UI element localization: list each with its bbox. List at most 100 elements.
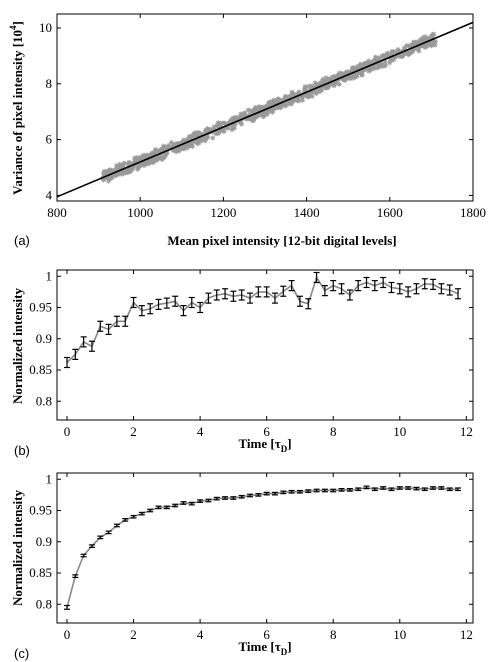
- scatter-point: [325, 82, 331, 88]
- scatter-point: [224, 123, 230, 129]
- panel-c-errorbar: [388, 487, 395, 492]
- scatter-point: [400, 53, 406, 59]
- scatter-point: [242, 113, 248, 119]
- panel-a-ticks: 800 1000 1200 1400 1600 1800 4 6 8 10: [39, 14, 486, 220]
- panel-b-errorbar: [313, 271, 320, 284]
- scatter-point: [207, 127, 213, 133]
- scatter-point: [388, 57, 394, 63]
- scatter-point: [127, 166, 133, 172]
- panel-c-ytick-label: 0.9: [36, 534, 52, 549]
- scatter-point: [148, 159, 154, 165]
- scatter-point: [277, 103, 283, 109]
- panel-b-errorbar: [388, 281, 395, 294]
- panel-c-errorbar: [271, 491, 278, 496]
- scatter-point: [351, 74, 357, 80]
- scatter-point: [195, 138, 201, 144]
- panel-c-xtick-label: 10: [393, 627, 406, 642]
- panel-c-xtick-label: 4: [197, 627, 204, 642]
- panel-b-errorbar: [263, 286, 270, 298]
- scatter-point: [317, 86, 323, 92]
- scatter-point: [262, 104, 268, 110]
- panel-b-errorbar: [230, 290, 237, 302]
- scatter-point: [401, 46, 407, 52]
- panel-a-xtick-label: 800: [47, 205, 67, 220]
- scatter-point: [141, 153, 147, 159]
- scatter-point: [329, 74, 335, 80]
- scatter-point: [138, 155, 144, 161]
- scatter-point: [221, 128, 227, 134]
- scatter-point: [372, 54, 378, 60]
- panel-b-errorbar: [405, 286, 412, 298]
- panel-b-errorbar: [122, 315, 129, 327]
- panel-c-errorbar: [205, 498, 212, 503]
- panel-c-errorbar: [163, 505, 170, 510]
- scatter-point: [337, 73, 343, 79]
- scatter-point: [312, 89, 318, 95]
- panel-c-errorbar: [446, 487, 453, 492]
- scatter-point: [259, 105, 265, 111]
- scatter-point: [360, 63, 366, 69]
- scatter-point: [392, 49, 398, 55]
- panel-b-plot-area: [63, 271, 462, 369]
- scatter-point: [101, 170, 107, 176]
- scatter-point: [109, 172, 115, 178]
- panel-c-errorbar: [413, 486, 420, 491]
- scatter-point: [308, 84, 314, 90]
- scatter-point: [302, 84, 308, 90]
- scatter-point: [188, 142, 194, 148]
- scatter-point: [339, 70, 345, 76]
- scatter-point: [162, 150, 168, 156]
- scatter-point: [432, 42, 438, 48]
- scatter-point: [309, 93, 315, 99]
- panel-b-ylabel: Normalized intensity: [10, 288, 25, 404]
- panel-b-errorbar: [330, 280, 337, 292]
- scatter-point: [408, 43, 414, 49]
- scatter-point: [323, 75, 329, 81]
- panel-a-xtick-label: 1600: [377, 205, 403, 220]
- scatter-point: [102, 168, 108, 174]
- panel-b-errorbar: [346, 289, 353, 301]
- scatter-point: [256, 104, 262, 110]
- panel-b-errorbar: [155, 298, 162, 310]
- panel-b-errorbar: [88, 340, 95, 352]
- panel-c-errorbar: [363, 485, 370, 490]
- scatter-point: [119, 171, 125, 177]
- scatter-point: [125, 169, 131, 175]
- scatter-point: [260, 114, 266, 120]
- scatter-point: [162, 153, 168, 159]
- scatter-point: [149, 151, 155, 157]
- panel-c-plot-area: [63, 485, 462, 610]
- scatter-point: [168, 140, 174, 146]
- scatter-point: [238, 114, 244, 120]
- scatter-point: [229, 115, 235, 121]
- scatter-point: [429, 43, 435, 49]
- scatter-point: [358, 70, 364, 76]
- scatter-point: [195, 140, 201, 146]
- panel-b-errorbar: [238, 289, 245, 301]
- scatter-point: [296, 89, 302, 95]
- scatter-point: [154, 157, 160, 163]
- panel-b-errorbar: [421, 278, 428, 290]
- panel-c-ytick-label: 0.85: [29, 565, 52, 580]
- panel-c-errorbar: [421, 487, 428, 492]
- panel-c-errorbar: [346, 488, 353, 492]
- scatter-point: [379, 61, 385, 67]
- scatter-point: [265, 100, 271, 106]
- scatter-point: [426, 40, 432, 46]
- scatter-point: [429, 34, 435, 40]
- scatter-point: [138, 161, 144, 167]
- scatter-point: [404, 43, 410, 49]
- scatter-point: [380, 63, 386, 69]
- panel-c-errorbar: [180, 501, 187, 505]
- scatter-point: [316, 89, 322, 95]
- panel-c-xtick-label: 6: [263, 627, 270, 642]
- scatter-point: [326, 76, 332, 82]
- panel-c-errorbar: [105, 530, 112, 535]
- panel-b-xtick-label: 8: [330, 424, 337, 439]
- panel-c-xtick-label: 0: [64, 627, 71, 642]
- panel-c-errorbar: [380, 486, 387, 490]
- scatter-point: [121, 160, 127, 166]
- scatter-point: [317, 80, 323, 86]
- scatter-point: [132, 155, 138, 161]
